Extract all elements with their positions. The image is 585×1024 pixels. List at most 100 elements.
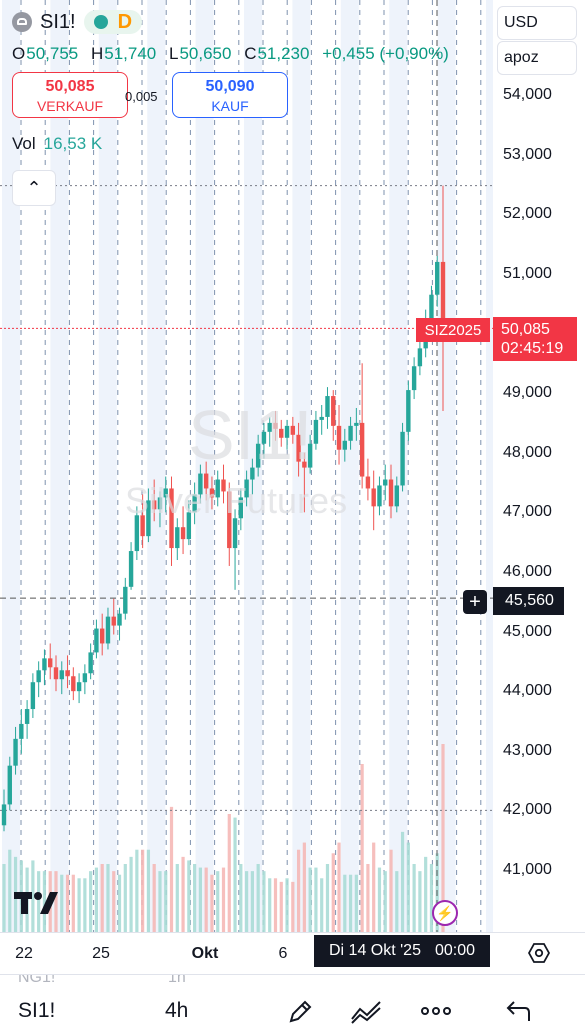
add-alert-plus-icon[interactable]: + xyxy=(463,590,487,614)
candle-body xyxy=(238,497,244,519)
price-chart[interactable] xyxy=(0,0,493,932)
close-value: 51,230 xyxy=(257,44,310,63)
more-dots-icon xyxy=(421,1007,451,1015)
change-value: +0,455 (+0,90%) xyxy=(322,44,449,63)
candle-body xyxy=(440,261,446,329)
volume-bar xyxy=(65,874,70,932)
ghost-interval: 1h xyxy=(168,974,186,986)
session-shade xyxy=(147,0,166,932)
volume-bar xyxy=(2,864,6,932)
crosshair-time: 00:00 xyxy=(434,942,476,959)
candle-body xyxy=(163,488,168,498)
volume-bar xyxy=(424,856,428,932)
candle-body xyxy=(388,479,394,507)
volume-bar xyxy=(60,874,64,932)
candle-body xyxy=(221,479,226,492)
candle-body xyxy=(13,738,18,766)
low-value: 50,650 xyxy=(179,44,232,63)
session-shade xyxy=(389,0,408,932)
candle-body xyxy=(140,515,145,537)
volume-bar xyxy=(42,871,47,932)
volume-bar xyxy=(395,871,399,932)
candle-body xyxy=(117,613,122,626)
chevron-up-icon: ⌃ xyxy=(26,177,42,198)
volume-bar xyxy=(123,864,127,932)
candle-body xyxy=(273,422,278,429)
volume-label: Vol xyxy=(12,134,36,153)
candle-body xyxy=(169,488,174,549)
volume-bar xyxy=(383,871,387,932)
volume-bar xyxy=(77,878,81,932)
volume-bar xyxy=(279,881,283,932)
close-label: C xyxy=(244,44,257,63)
volume-bar xyxy=(429,864,434,932)
symbol-header[interactable]: SI1! D xyxy=(12,10,143,34)
candle-body xyxy=(406,390,411,432)
volume-bar xyxy=(216,871,220,932)
candle-body xyxy=(365,476,371,489)
price-axis-label: 44,000 xyxy=(503,682,552,700)
interval-button[interactable]: 4h xyxy=(165,999,189,1022)
volume-bar xyxy=(112,871,116,932)
volume-bar xyxy=(106,864,110,932)
volume-bar xyxy=(250,871,254,932)
price-axis[interactable]: 54,000 53,000 52,000 51,000 49,000 48,000 47,0… xyxy=(493,0,585,932)
undo-button[interactable] xyxy=(505,999,535,1023)
candle-body xyxy=(128,551,134,587)
scale-select[interactable]: apoz xyxy=(497,41,577,75)
chart-settings-button[interactable] xyxy=(527,942,551,964)
candle-body xyxy=(261,431,267,444)
crosshair-price-tag: 45,560 xyxy=(493,587,564,615)
candle-body xyxy=(232,518,238,549)
candle-body xyxy=(284,425,290,438)
candle-body xyxy=(99,628,105,644)
flash-icon[interactable]: ⚡ xyxy=(432,900,458,926)
collapse-legend-button[interactable]: ⌃ xyxy=(12,170,56,206)
sell-price: 50,085 xyxy=(45,78,95,95)
price-axis-label: 52,000 xyxy=(503,205,552,223)
undo-arrow-icon xyxy=(506,1001,530,1021)
volume-value: 16,53 K xyxy=(43,134,103,153)
candle-body xyxy=(48,658,53,668)
candle-body xyxy=(19,723,24,739)
volume-bar xyxy=(129,856,133,932)
drawing-tools-button[interactable] xyxy=(285,999,315,1023)
indicators-button[interactable] xyxy=(350,999,381,1024)
sell-label: VERKAUF xyxy=(36,98,104,114)
candle-body xyxy=(244,479,249,498)
currency-select[interactable]: USD xyxy=(497,6,577,40)
exchange-logo-icon xyxy=(12,12,32,32)
tradingview-logo[interactable] xyxy=(14,890,60,923)
buy-button[interactable]: 50,090 KAUF xyxy=(172,72,288,118)
volume-bar xyxy=(94,867,99,932)
volume-bar xyxy=(273,878,278,932)
candle-body xyxy=(151,500,157,510)
candle-body xyxy=(88,652,93,674)
volume-bar xyxy=(198,867,202,932)
symbol-search-button[interactable]: SI1! xyxy=(18,999,56,1022)
price-axis-label: 53,000 xyxy=(503,145,552,163)
more-button[interactable] xyxy=(420,999,451,1023)
volume-bar xyxy=(54,871,58,932)
sell-button[interactable]: 50,085 VERKAUF xyxy=(12,72,128,118)
price-axis-label: 51,000 xyxy=(503,264,552,282)
candle-body xyxy=(307,443,313,468)
time-axis[interactable]: 22 25 Okt 6 xyxy=(0,932,585,974)
status-pill[interactable]: D xyxy=(83,10,143,34)
candle-body xyxy=(411,366,417,391)
open-value: 50,755 xyxy=(26,44,79,63)
chart-area[interactable]: SI1! Silver Futures SI1! D O50,755 H51,7… xyxy=(0,0,493,932)
candle-body xyxy=(371,488,376,507)
volume-bar xyxy=(37,871,41,932)
symbol-ticker[interactable]: SI1! xyxy=(40,10,76,33)
candle-body xyxy=(348,425,353,441)
candle-body xyxy=(331,396,336,426)
session-shade xyxy=(244,0,262,932)
candle-body xyxy=(192,494,197,513)
candle-body xyxy=(175,527,180,549)
volume-bar xyxy=(377,867,382,932)
volume-bar xyxy=(337,842,341,932)
candle-body xyxy=(296,434,301,462)
candle-body xyxy=(146,500,151,537)
candle-body xyxy=(209,488,215,498)
